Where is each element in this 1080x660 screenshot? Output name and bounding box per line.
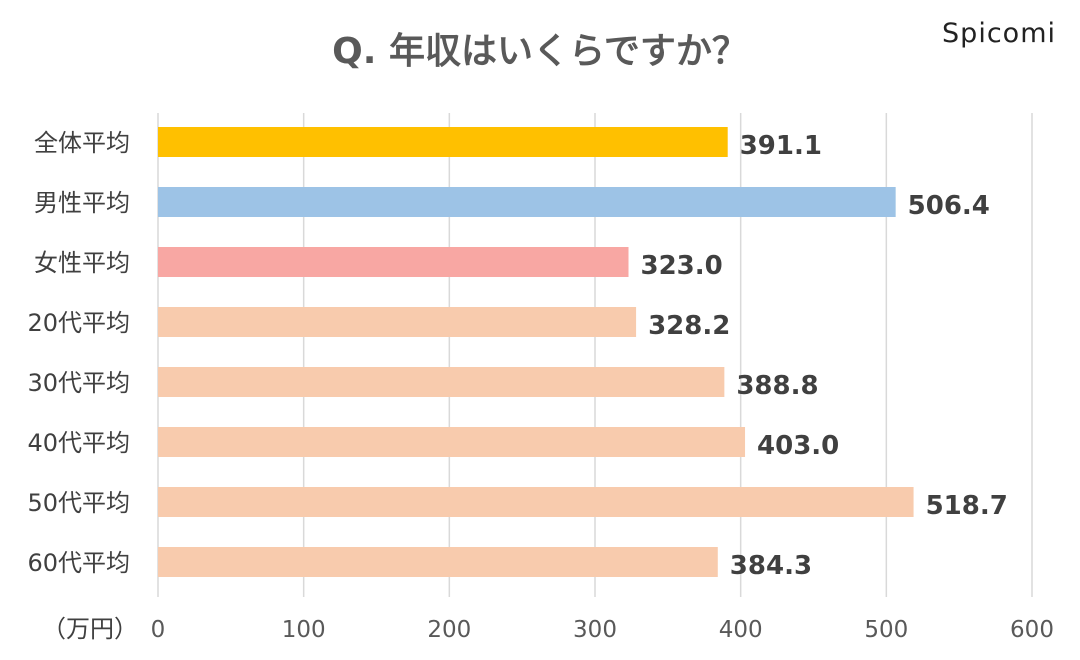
value-label: 391.1 (740, 131, 822, 161)
x-axis-ticks: 0 100 200 300 400 500 600 (151, 617, 1054, 643)
value-label: 323.0 (641, 251, 723, 281)
value-label: 506.4 (908, 191, 990, 221)
value-label: 518.7 (926, 491, 1008, 521)
bar (158, 127, 728, 157)
x-axis-unit-label: （万円） (42, 615, 138, 643)
value-label: 384.3 (730, 551, 812, 581)
value-label: 388.8 (736, 371, 818, 401)
value-label: 328.2 (648, 311, 730, 341)
value-label: 403.0 (757, 431, 839, 461)
gridlines (157, 113, 1033, 597)
category-label: 30代平均 (27, 369, 130, 397)
category-label: 男性平均 (34, 189, 130, 217)
bar (158, 367, 725, 397)
bars (158, 127, 914, 577)
category-label: 60代平均 (27, 549, 130, 577)
bar (158, 187, 896, 217)
brand-logo: Spicomi (942, 18, 1056, 49)
x-tick-label: 300 (573, 617, 617, 643)
bar (158, 247, 629, 277)
x-tick-label: 0 (151, 617, 166, 643)
x-tick-label: 600 (1010, 617, 1054, 643)
bar (158, 427, 746, 457)
chart-title: Q. 年収はいくらですか？ (332, 31, 748, 72)
category-label: 50代平均 (27, 489, 130, 517)
bar (158, 487, 914, 517)
category-label: 女性平均 (34, 249, 130, 277)
category-label: 20代平均 (27, 309, 130, 337)
bar (158, 307, 637, 337)
x-tick-label: 400 (719, 617, 763, 643)
category-label: 全体平均 (34, 129, 130, 157)
x-tick-label: 100 (282, 617, 326, 643)
x-tick-label: 200 (427, 617, 471, 643)
bar (158, 547, 718, 577)
category-label: 40代平均 (27, 429, 130, 457)
x-tick-label: 500 (864, 617, 908, 643)
